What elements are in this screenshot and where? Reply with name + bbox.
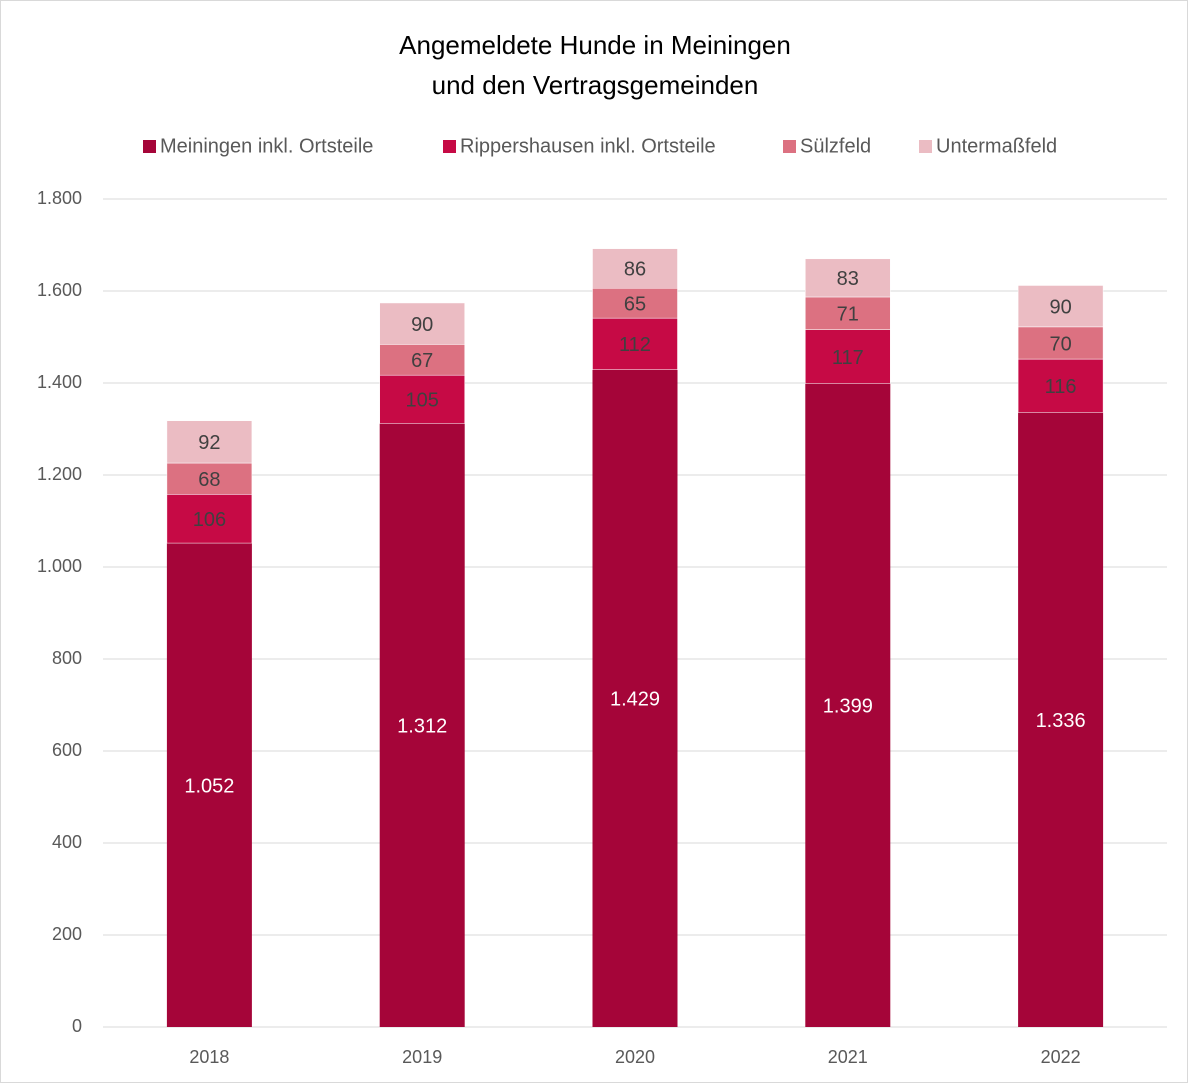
y-tick-label: 600 (52, 740, 82, 760)
x-tick-label: 2019 (402, 1047, 442, 1067)
x-tick-label: 2022 (1041, 1047, 1081, 1067)
chart-title: Angemeldete Hunde in Meiningen (399, 30, 791, 60)
legend-swatch (783, 140, 796, 153)
legend-swatch (443, 140, 456, 153)
bar-segment (166, 494, 253, 544)
legend-label: Meiningen inkl. Ortsteile (160, 135, 373, 157)
data-label: 83 (837, 268, 859, 290)
y-tick-label: 1.400 (37, 372, 82, 392)
data-label: 71 (837, 304, 859, 326)
y-tick-label: 400 (52, 832, 82, 852)
bar-segment (379, 302, 465, 345)
y-tick-label: 1.200 (37, 464, 82, 484)
bar-segment (1017, 285, 1104, 328)
data-label: 92 (198, 432, 220, 454)
bar-segment (805, 383, 891, 1028)
y-tick-label: 1.600 (37, 280, 82, 300)
data-label: 1.429 (610, 689, 660, 711)
bar-segment (592, 248, 678, 289)
data-label: 86 (624, 259, 646, 281)
bar-segment (379, 374, 465, 424)
x-tick-label: 2018 (189, 1047, 229, 1067)
y-tick-label: 1.000 (37, 556, 82, 576)
y-tick-label: 0 (72, 1016, 82, 1036)
bar-segment (1017, 326, 1104, 360)
data-label: 1.399 (823, 696, 873, 718)
data-label: 117 (832, 347, 864, 369)
bar-segment (166, 462, 253, 495)
y-tick-label: 800 (52, 648, 82, 668)
data-label: 70 (1049, 333, 1071, 355)
bar-segment (592, 369, 678, 1027)
legend-swatch (919, 140, 932, 153)
bar-segment (379, 344, 465, 376)
legend-label: Untermaßfeld (936, 135, 1057, 157)
data-label: 68 (198, 469, 220, 491)
x-tick-label: 2021 (828, 1047, 868, 1067)
bar-segment (592, 287, 678, 319)
data-label: 1.312 (397, 716, 447, 738)
data-label: 67 (411, 350, 433, 372)
chart-title: und den Vertragsgemeinden (432, 70, 759, 100)
data-label: 90 (1049, 296, 1071, 318)
data-label: 106 (193, 509, 226, 531)
bar-segment (379, 423, 465, 1028)
bar-segment (1018, 412, 1104, 1027)
legend-label: Rippershausen inkl. Ortsteile (460, 135, 716, 157)
data-label: 1.052 (184, 775, 234, 797)
bar-segment (166, 543, 252, 1027)
x-tick-label: 2020 (615, 1047, 655, 1067)
data-label: 116 (1045, 376, 1077, 398)
legend-swatch (143, 140, 156, 153)
y-tick-label: 1.800 (37, 188, 82, 208)
y-tick-label: 200 (52, 924, 82, 944)
data-label: 1.336 (1036, 710, 1086, 732)
data-label: 112 (619, 334, 651, 356)
legend-label: Sülzfeld (800, 135, 871, 157)
bar-segment (1017, 358, 1104, 413)
data-label: 90 (411, 314, 433, 336)
bar-segment (805, 258, 891, 298)
bar-segment (592, 317, 678, 370)
bar-segment (166, 420, 253, 464)
data-label: 105 (406, 390, 439, 412)
data-label: 65 (624, 293, 646, 315)
